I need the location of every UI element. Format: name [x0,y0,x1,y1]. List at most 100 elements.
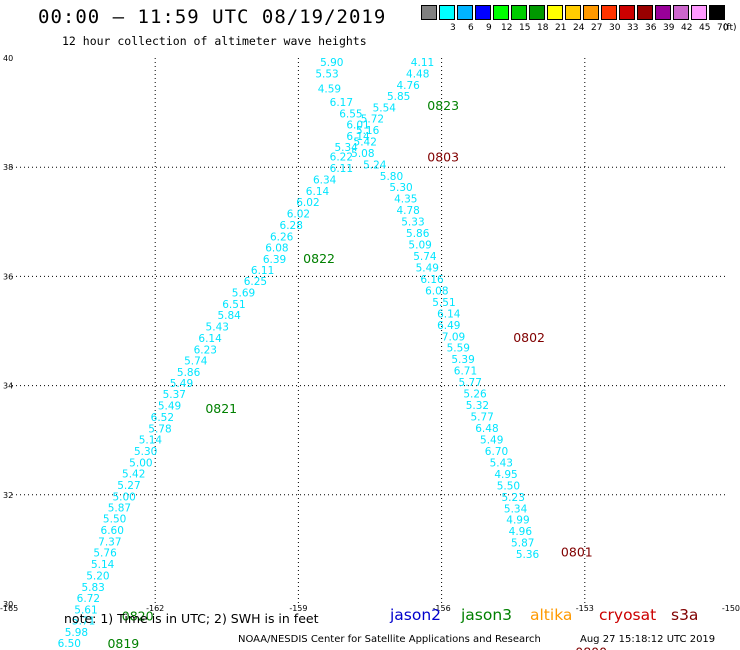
legend-label: 18 [537,23,549,33]
wave-height-value: 5.37 [163,389,186,401]
wave-height-value: 5.42 [354,136,377,148]
wave-height-value: 6.08 [265,242,288,254]
wave-height-value: 4.11 [411,57,434,69]
wave-height-value: 5.42 [122,468,145,480]
satellite-jason2: jason2 [390,606,442,624]
wave-height-value: 5.14 [139,434,163,446]
legend-label: 33 [627,23,639,33]
legend-swatch [691,5,707,20]
wave-height-value: 5.39 [451,354,474,366]
wave-height-value: 5.26 [463,389,487,401]
wave-height-value: 5.00 [112,491,135,503]
wave-height-value: 5.86 [177,367,201,379]
wave-height-value: 5.49 [170,378,193,390]
legend-label: 21 [555,23,567,33]
legend-swatch [439,5,455,20]
wave-height-value: 5.76 [93,547,117,559]
satellite-jason3: jason3 [461,606,513,624]
legend-swatch [601,5,617,20]
lat-tick-label: 30 [3,600,13,609]
legend-unit: (ft) [723,23,737,33]
lat-tick-label: 32 [3,491,13,500]
wave-height-value: 6.11 [330,163,353,175]
legend-swatch [529,5,545,20]
wave-height-value: 6.22 [330,152,353,164]
wave-height-value: 6.71 [454,366,477,378]
lon-tick-label: -159 [289,604,307,613]
wave-height-value: 5.34 [504,503,528,515]
legend-label: 3 [450,23,456,33]
legend-label: 39 [663,23,675,33]
footer-note: note: 1) Time is in UTC; 2) SWH is in fe… [64,611,319,626]
wave-height-value: 6.51 [222,299,245,311]
wave-height-value: 6.02 [296,197,319,209]
wave-height-value: 6.34 [313,175,337,187]
legend-swatch [421,5,437,20]
legend-swatch [511,5,527,20]
wave-height-value: 5.32 [466,400,489,412]
legend-label: 24 [573,23,585,33]
wave-height-value: 5.86 [406,228,430,240]
lat-tick-label: 34 [3,382,13,391]
legend-swatch [655,5,671,20]
wave-height-value: 5.83 [81,582,104,594]
wave-height-value: 6.72 [77,593,100,605]
wave-height-value: 5.20 [86,570,109,582]
wave-height-value: 6.01 [346,119,369,131]
wave-height-value: 5.34 [334,142,358,154]
pass-time-label: 0802 [513,330,545,345]
wave-height-value: 6.14 [306,186,330,198]
wave-height-value: 5.98 [65,627,88,639]
lon-tick-label: -156 [433,604,451,613]
legend-label: 42 [681,23,693,33]
wave-height-value: 4.78 [396,205,419,217]
wave-height-value: 5.16 [356,125,380,137]
pass-time-label: 0821 [205,401,237,416]
footer-timestamp: Aug 27 15:18:12 UTC 2019 [580,634,716,645]
legend-swatch [637,5,653,20]
pass-time-label: 0801 [561,544,593,559]
wave-height-value: 5.61 [74,604,97,616]
wave-height-value: 4.76 [396,80,420,92]
wave-height-value: 5.71 [72,616,95,628]
legend-label: 45 [699,23,711,33]
wave-height-value: 6.17 [330,97,353,109]
wave-height-value: 6.55 [339,109,362,121]
wave-height-value: 5.43 [206,321,229,333]
wave-height-value: 6.60 [101,525,124,537]
wave-height-value: 5.51 [432,297,455,309]
wave-height-value: 6.25 [244,276,267,288]
wave-height-value: 5.14 [91,559,115,571]
wave-height-value: 5.90 [320,57,343,69]
pass-time-label: 0822 [303,251,335,266]
legend-label: 9 [486,23,492,33]
legend-label: 15 [519,23,531,33]
footer-credit: NOAA/NESDIS Center for Satellite Applica… [238,634,541,645]
wave-height-value: 6.02 [287,208,310,220]
wave-height-value: 5.74 [184,355,208,367]
wave-height-value: 5.50 [103,514,126,526]
wave-height-value: 5.49 [158,401,181,413]
wave-height-value: 6.28 [280,220,303,232]
wave-height-value: 7.09 [442,331,465,343]
legend-label: 6 [468,23,474,33]
wave-height-value: 5.54 [373,103,397,115]
wave-height-value: 6.23 [194,344,217,356]
wave-height-value: 5.59 [447,343,470,355]
wave-height-value: 4.99 [506,515,529,527]
lat-tick-label: 40 [3,54,13,63]
wave-height-value: 5.08 [351,148,374,160]
pass-time-label: 0803 [427,150,459,165]
wave-height-value: 5.24 [363,159,387,171]
wave-height-value: 5.53 [315,69,338,81]
wave-height-value: 6.11 [251,265,274,277]
legend-label: 30 [609,23,621,33]
wave-height-value: 6.52 [151,412,174,424]
legend-label: 36 [645,23,657,33]
wave-height-value: 5.49 [480,434,503,446]
wave-height-value: 6.49 [437,320,460,332]
wave-height-value: 5.87 [511,538,534,550]
wave-height-value: 6.39 [263,254,286,266]
wave-height-value: 5.00 [129,457,152,469]
wave-height-value: 5.49 [416,262,439,274]
